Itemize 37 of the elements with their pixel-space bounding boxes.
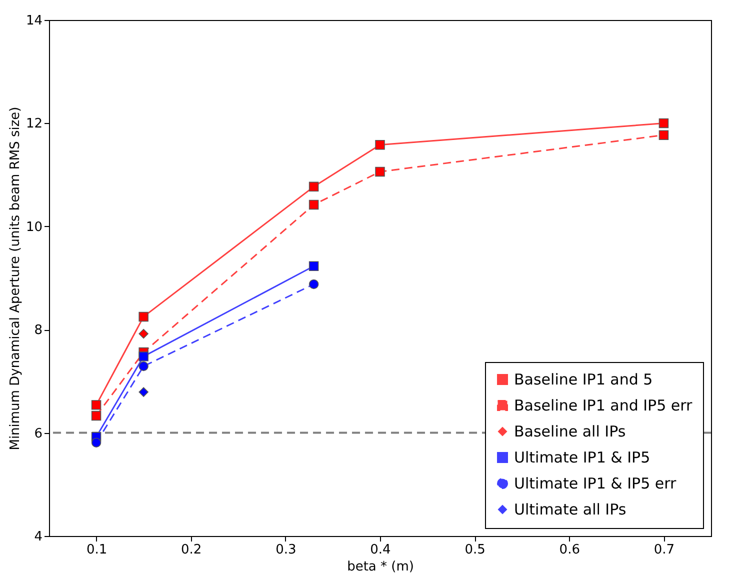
y-tick-label: 4 xyxy=(34,530,42,544)
point xyxy=(138,312,148,322)
x-tick-label: 0.6 xyxy=(559,542,580,558)
x-tick-label: 0.2 xyxy=(181,542,202,558)
y-tick-label: 6 xyxy=(34,426,42,442)
legend-label: Baseline all IPs xyxy=(514,422,626,440)
x-axis-title: beta * (m) xyxy=(347,560,414,574)
x-tick-label: 0.7 xyxy=(654,542,675,558)
y-tick-label: 10 xyxy=(26,220,42,235)
point xyxy=(138,387,148,397)
point xyxy=(91,400,102,410)
point xyxy=(658,130,669,140)
y-axis-title: Minimum Dynamical Aperture (units beam RMS size) xyxy=(8,106,23,450)
point xyxy=(308,279,319,290)
legend-label: Ultimate IP1 & IP5 xyxy=(514,448,650,466)
point xyxy=(91,438,102,448)
point xyxy=(308,182,319,192)
point xyxy=(658,118,669,128)
x-tick-label: 0.5 xyxy=(464,542,486,558)
point xyxy=(375,140,385,150)
y-tick-label: 12 xyxy=(26,116,42,132)
point xyxy=(308,261,319,272)
y-tick-label: 14 xyxy=(26,14,42,28)
legend-label: Baseline IP1 and IP5 err xyxy=(514,396,694,414)
point xyxy=(138,328,148,339)
point xyxy=(91,410,102,421)
legend-label: Baseline IP1 and 5 xyxy=(514,370,653,388)
point xyxy=(138,352,148,362)
legend-label: Ultimate IP1 & IP5 err xyxy=(514,474,678,492)
point xyxy=(308,200,319,210)
legend-label: Ultimate all IPs xyxy=(514,500,626,518)
y-tick-label: 8 xyxy=(34,323,42,338)
x-tick-label: 0.4 xyxy=(370,542,391,558)
point xyxy=(375,166,385,177)
point xyxy=(138,361,148,372)
x-tick-label: 0.1 xyxy=(86,542,108,558)
x-tick-label: 0.3 xyxy=(276,542,296,558)
